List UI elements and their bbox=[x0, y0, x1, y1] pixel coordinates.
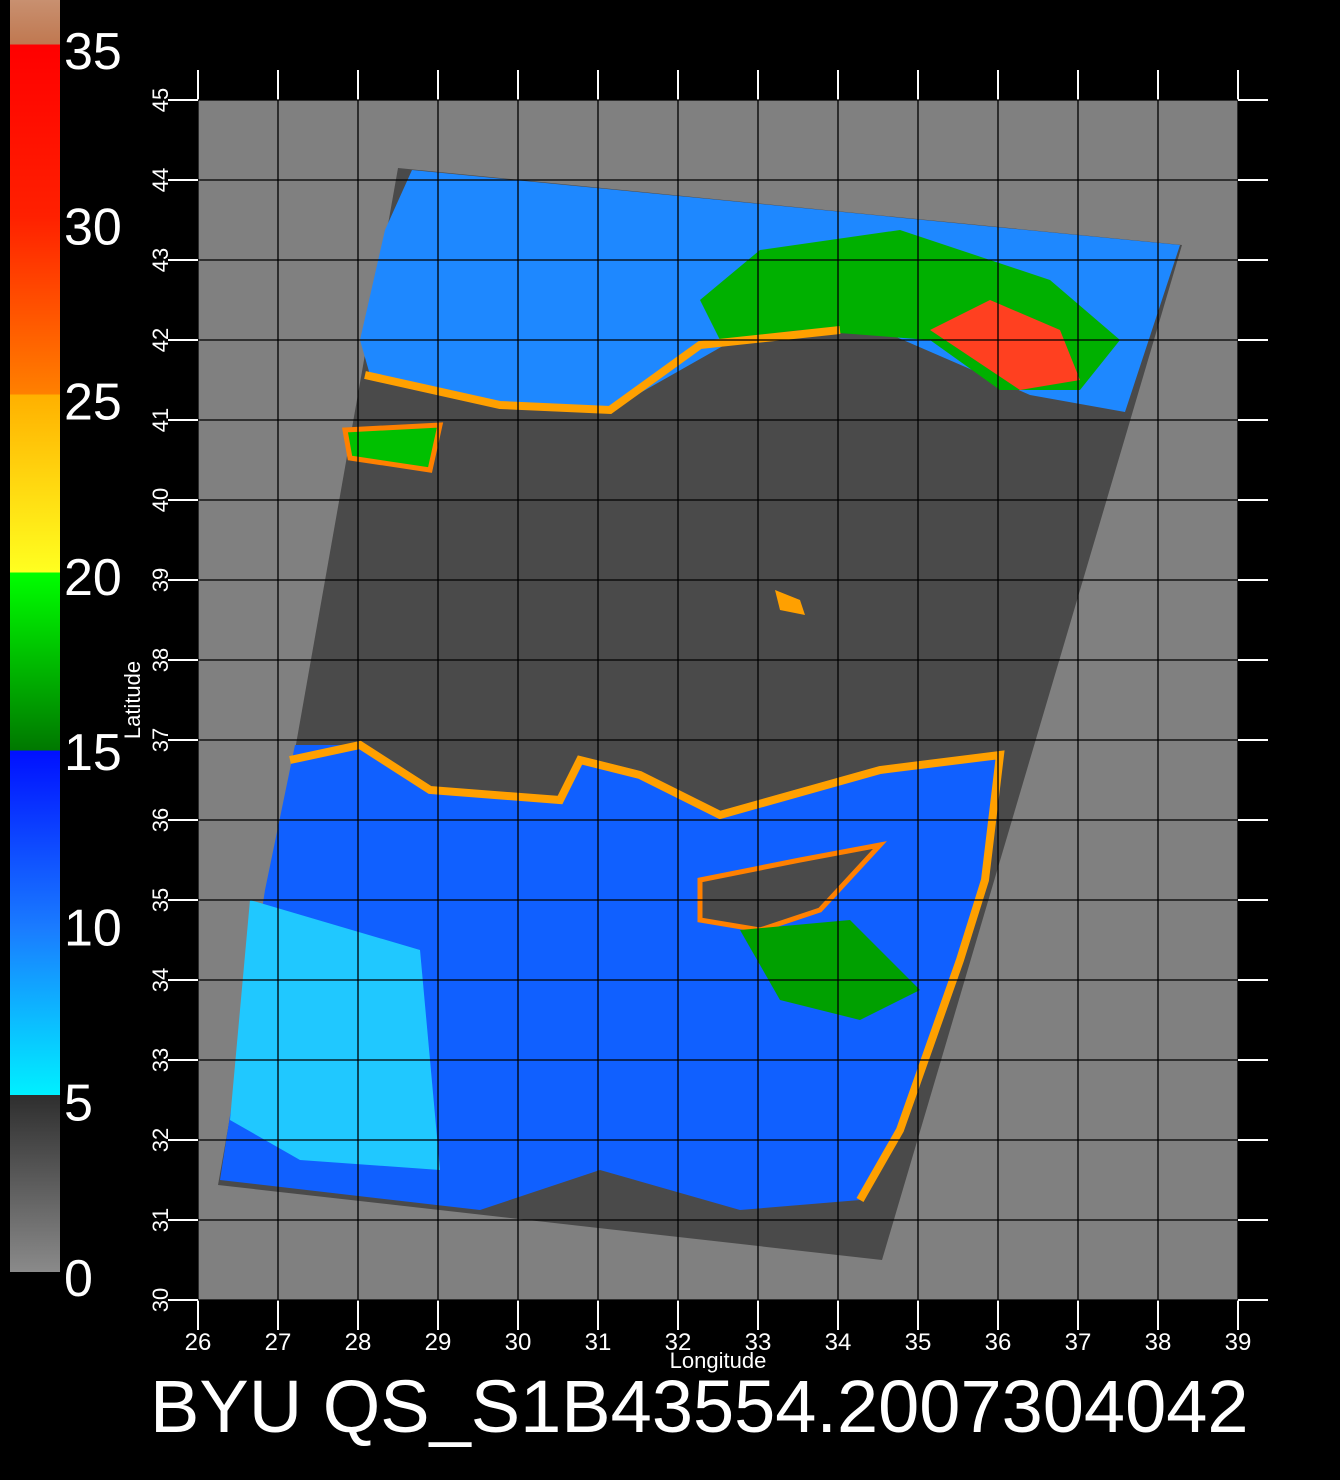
colorbar-label: 35 bbox=[64, 23, 122, 81]
colorbar-label: 25 bbox=[64, 374, 122, 432]
y-tick-label: 41 bbox=[148, 408, 173, 432]
title: BYU QS_S1B43554.2007304042 bbox=[150, 1365, 1249, 1448]
wind-region-cyan bbox=[230, 900, 440, 1170]
colorbar-label: 30 bbox=[64, 198, 122, 256]
x-tick-label: 37 bbox=[1065, 1329, 1092, 1356]
cyprus bbox=[697, 841, 887, 933]
x-tick-label: 31 bbox=[585, 1329, 612, 1356]
colorbar-label: 20 bbox=[64, 549, 122, 607]
y-tick-label: 39 bbox=[148, 568, 173, 592]
y-tick-label: 42 bbox=[148, 328, 173, 352]
y-tick-label: 32 bbox=[148, 1128, 173, 1152]
y-tick-label: 33 bbox=[148, 1048, 173, 1072]
x-tick-label: 35 bbox=[905, 1329, 932, 1356]
x-tick-label: 33 bbox=[745, 1329, 772, 1356]
wind-region-red bbox=[930, 300, 1080, 390]
x-tick-label: 30 bbox=[505, 1329, 532, 1356]
colorbar-label: 5 bbox=[64, 1075, 93, 1133]
colorbar-label: 15 bbox=[64, 724, 122, 782]
y-tick-label: 34 bbox=[148, 968, 173, 992]
x-tick-label: 26 bbox=[185, 1329, 212, 1356]
x-tick-label: 29 bbox=[425, 1329, 452, 1356]
wind-region-green-south bbox=[740, 920, 920, 1020]
x-tick-label: 36 bbox=[985, 1329, 1012, 1356]
colorbar-label: 10 bbox=[64, 899, 122, 957]
y-tick-label: 43 bbox=[148, 248, 173, 272]
x-tick-label: 38 bbox=[1145, 1329, 1172, 1356]
wind-region-isle bbox=[342, 422, 444, 473]
x-tick-label: 32 bbox=[665, 1329, 692, 1356]
y-tick-label: 36 bbox=[148, 808, 173, 832]
wind-spot bbox=[775, 590, 805, 615]
y-tick-label: 38 bbox=[148, 648, 173, 672]
x-axis-label: Longitude bbox=[670, 1348, 767, 1373]
y-tick-label: 35 bbox=[148, 888, 173, 912]
y-axis-label: Latitude bbox=[120, 661, 145, 739]
colorbar-label: 0 bbox=[64, 1250, 93, 1308]
y-tick-label: 30 bbox=[148, 1288, 173, 1312]
x-tick-label: 28 bbox=[345, 1329, 372, 1356]
y-tick-label: 45 bbox=[148, 88, 173, 112]
x-tick-label: 39 bbox=[1225, 1329, 1252, 1356]
y-tick-label: 31 bbox=[148, 1208, 173, 1232]
colorbar bbox=[10, 0, 60, 1272]
coast-south bbox=[289, 740, 1005, 1202]
y-tick-label: 44 bbox=[148, 168, 173, 192]
x-tick-label: 34 bbox=[825, 1329, 852, 1356]
y-tick-label: 37 bbox=[148, 728, 173, 752]
y-tick-label: 40 bbox=[148, 488, 173, 512]
x-tick-label: 27 bbox=[265, 1329, 292, 1356]
